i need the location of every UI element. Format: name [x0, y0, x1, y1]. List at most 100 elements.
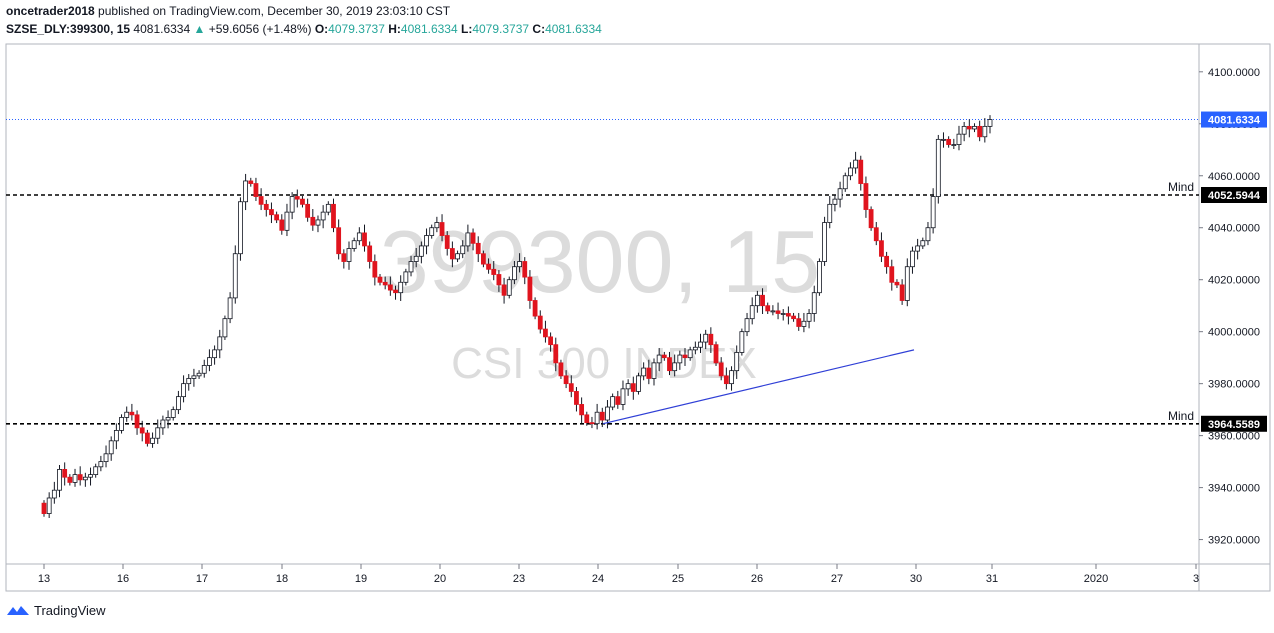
candle[interactable]: [584, 411, 590, 426]
candle[interactable]: [191, 368, 197, 387]
candle[interactable]: [439, 214, 445, 242]
candle[interactable]: [170, 406, 176, 421]
candle[interactable]: [294, 189, 300, 208]
candle[interactable]: [729, 366, 734, 391]
candle[interactable]: [698, 333, 703, 353]
candle[interactable]: [899, 279, 905, 305]
candle[interactable]: [300, 196, 305, 208]
candle[interactable]: [982, 118, 988, 143]
candle[interactable]: [113, 423, 119, 450]
candle[interactable]: [723, 367, 729, 390]
candle[interactable]: [429, 224, 435, 239]
candle[interactable]: [610, 393, 616, 411]
candle[interactable]: [362, 224, 367, 252]
candle[interactable]: [532, 297, 538, 320]
candle[interactable]: [491, 260, 497, 281]
candle[interactable]: [904, 258, 910, 307]
candle[interactable]: [346, 241, 352, 270]
candle[interactable]: [915, 238, 921, 260]
candle[interactable]: [625, 379, 631, 396]
candle[interactable]: [253, 177, 259, 201]
candle[interactable]: [656, 348, 662, 372]
candle[interactable]: [796, 312, 802, 331]
candle[interactable]: [920, 237, 926, 250]
candle[interactable]: [449, 241, 455, 268]
candle[interactable]: [356, 227, 362, 246]
candle[interactable]: [806, 309, 812, 329]
candle[interactable]: [403, 268, 409, 286]
candle[interactable]: [966, 119, 972, 138]
candle[interactable]: [207, 349, 212, 372]
candle[interactable]: [615, 390, 621, 409]
candle[interactable]: [749, 297, 755, 325]
candle[interactable]: [832, 194, 838, 212]
candle[interactable]: [858, 155, 864, 191]
candle[interactable]: [935, 134, 941, 204]
candle[interactable]: [134, 410, 140, 435]
candle[interactable]: [434, 216, 440, 233]
candle[interactable]: [879, 232, 884, 263]
candle[interactable]: [284, 203, 290, 237]
candle[interactable]: [987, 115, 993, 134]
candle[interactable]: [770, 305, 776, 316]
candle[interactable]: [455, 250, 460, 263]
candle[interactable]: [517, 253, 522, 273]
candle[interactable]: [946, 136, 952, 148]
candle[interactable]: [620, 380, 626, 411]
candle[interactable]: [103, 445, 109, 468]
candle[interactable]: [785, 306, 791, 325]
candle[interactable]: [480, 250, 486, 268]
candle[interactable]: [811, 285, 817, 322]
candle[interactable]: [563, 370, 569, 389]
candle[interactable]: [186, 374, 192, 391]
candle[interactable]: [62, 462, 68, 486]
candle[interactable]: [424, 228, 429, 255]
candle[interactable]: [67, 474, 73, 486]
candle[interactable]: [274, 211, 280, 224]
candle[interactable]: [444, 231, 450, 256]
candle[interactable]: [822, 216, 827, 266]
candle[interactable]: [51, 481, 57, 504]
candle[interactable]: [558, 359, 564, 379]
candle[interactable]: [248, 177, 254, 187]
candle[interactable]: [930, 188, 936, 234]
candle[interactable]: [325, 201, 331, 216]
candle[interactable]: [827, 196, 833, 229]
candle[interactable]: [289, 192, 295, 220]
candle[interactable]: [646, 359, 652, 385]
candle[interactable]: [925, 222, 931, 246]
candle[interactable]: [93, 463, 99, 478]
candle[interactable]: [791, 312, 796, 322]
candle[interactable]: [894, 279, 900, 289]
candle[interactable]: [941, 132, 946, 148]
candle[interactable]: [465, 224, 471, 252]
candle[interactable]: [589, 416, 595, 429]
candle[interactable]: [754, 290, 760, 313]
candle[interactable]: [310, 209, 316, 231]
candle[interactable]: [734, 345, 740, 379]
candle[interactable]: [527, 270, 533, 309]
candle[interactable]: [160, 415, 166, 435]
candle[interactable]: [951, 138, 957, 149]
candle[interactable]: [258, 188, 264, 211]
candle[interactable]: [470, 228, 476, 251]
candle[interactable]: [703, 329, 709, 350]
candle[interactable]: [227, 292, 233, 324]
candle[interactable]: [961, 121, 967, 142]
candle[interactable]: [873, 222, 879, 246]
candle[interactable]: [408, 255, 414, 277]
candle[interactable]: [775, 302, 781, 320]
candle[interactable]: [910, 246, 915, 274]
candle[interactable]: [196, 370, 202, 379]
candle[interactable]: [351, 237, 357, 252]
candle[interactable]: [413, 247, 419, 268]
candle[interactable]: [129, 403, 135, 421]
candle[interactable]: [341, 249, 347, 269]
candle[interactable]: [682, 348, 688, 366]
candle[interactable]: [661, 351, 667, 361]
candle[interactable]: [837, 181, 843, 208]
candle[interactable]: [739, 328, 745, 356]
candle[interactable]: [119, 414, 124, 434]
